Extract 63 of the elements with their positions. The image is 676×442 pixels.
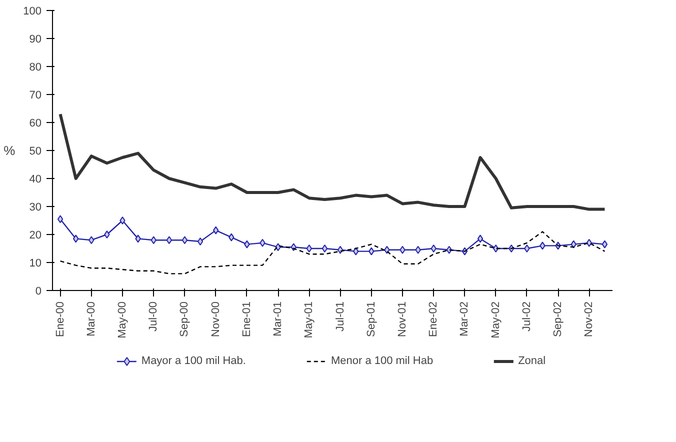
point (104, 230, 110, 238)
point (213, 226, 219, 234)
point (135, 234, 141, 243)
point (73, 234, 79, 243)
point (306, 244, 312, 252)
point (430, 244, 436, 252)
x-tick-label: May-02 (490, 301, 502, 338)
y-tick-label: 70 (29, 90, 42, 102)
legend-label: Mayor a 100 mil Hab. (141, 355, 246, 367)
y-tick-label: 50 (29, 146, 42, 158)
x-tick-label: Nov-02 (583, 301, 596, 337)
x-tick-label: Nov-01 (396, 301, 408, 337)
point (120, 216, 126, 224)
point (182, 236, 188, 244)
point (353, 247, 359, 256)
point (322, 244, 328, 252)
point (570, 240, 576, 248)
x-tick-label: Sep-01 (365, 301, 378, 337)
point (228, 233, 234, 242)
point (586, 238, 592, 247)
x-tick-label: Ene-02 (428, 301, 440, 337)
y-tick-label: 0 (35, 286, 42, 298)
y-tick-label: 100 (23, 6, 42, 18)
x-tick-label: Sep-02 (552, 301, 564, 337)
point (197, 238, 204, 246)
point (415, 246, 421, 254)
point (602, 240, 608, 248)
y-tick-label: 80 (29, 62, 42, 74)
point (57, 215, 64, 224)
x-tick-label: Jul-02 (520, 301, 533, 332)
x-tick-label: Ene-01 (240, 301, 253, 337)
y-tick-label: 20 (29, 230, 42, 242)
point (88, 236, 94, 244)
line-series (60, 231, 606, 274)
point (400, 246, 406, 254)
legend-label: Zonal (518, 355, 546, 367)
x-tick-label: Mar-02 (458, 302, 471, 336)
x-tick-label: Mar-01 (272, 302, 284, 336)
legend-label: Menor a 100 mil Hab (330, 355, 434, 367)
x-tick-label: May-00 (116, 301, 128, 338)
x-tick-label: May-01 (303, 301, 316, 338)
point (166, 236, 172, 244)
x-tick-label: Jul-01 (334, 301, 346, 332)
y-tick-label: 60 (29, 118, 42, 130)
line-series (58, 112, 606, 211)
y-axis-title: % (4, 143, 16, 158)
y-tick-label: 90 (29, 34, 42, 46)
y-tick-label: 30 (29, 202, 42, 214)
point (477, 234, 484, 243)
x-tick-label: Jul-00 (148, 301, 160, 332)
point (260, 238, 266, 247)
point (150, 236, 156, 244)
point (384, 246, 390, 254)
y-tick-label: 40 (29, 174, 42, 186)
x-tick-label: Nov-00 (210, 301, 222, 337)
point (368, 247, 374, 256)
x-tick-label: Sep-00 (178, 301, 191, 337)
y-tick-label: 10 (29, 258, 42, 270)
x-tick-label: Ene-00 (54, 301, 66, 337)
x-tick-label: Mar-00 (85, 302, 98, 336)
point (540, 242, 546, 250)
point (524, 244, 530, 252)
point (244, 240, 250, 248)
